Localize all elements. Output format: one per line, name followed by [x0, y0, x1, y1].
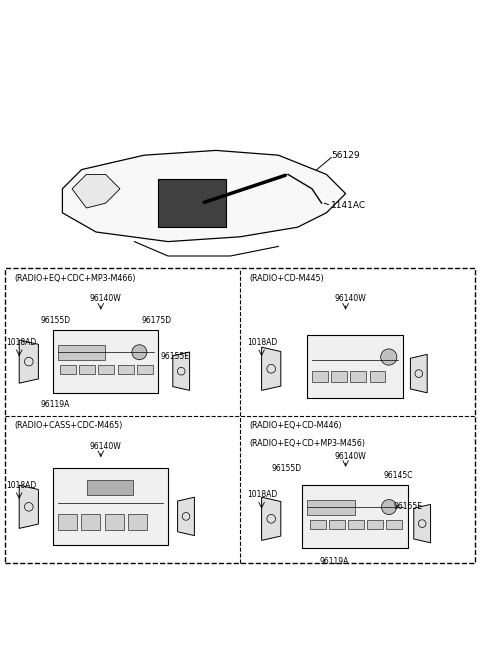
Circle shape	[381, 349, 397, 365]
Bar	[312, 371, 328, 382]
Text: 96140W: 96140W	[90, 295, 121, 303]
Bar	[310, 520, 325, 529]
FancyBboxPatch shape	[158, 179, 226, 227]
Polygon shape	[262, 497, 281, 541]
Polygon shape	[19, 340, 38, 383]
Bar	[329, 520, 345, 529]
Polygon shape	[414, 504, 431, 543]
Text: 1018AD: 1018AD	[247, 338, 277, 347]
Text: 96119A: 96119A	[41, 400, 70, 409]
Text: 96145C: 96145C	[384, 471, 413, 480]
Bar	[58, 345, 105, 360]
Bar	[370, 371, 385, 382]
Text: (RADIO+CD-M445): (RADIO+CD-M445)	[250, 274, 324, 283]
FancyBboxPatch shape	[53, 468, 168, 545]
Text: 96155E: 96155E	[161, 352, 190, 361]
Text: 96175D: 96175D	[142, 316, 172, 325]
Bar	[348, 520, 364, 529]
Polygon shape	[62, 150, 346, 241]
Text: (RADIO+EQ+CDC+MP3-M466): (RADIO+EQ+CDC+MP3-M466)	[14, 274, 136, 283]
FancyBboxPatch shape	[307, 335, 403, 398]
Text: (RADIO+EQ+CD+MP3-M456): (RADIO+EQ+CD+MP3-M456)	[250, 439, 366, 448]
Text: 96155D: 96155D	[271, 464, 301, 473]
Text: 56129: 56129	[331, 151, 360, 159]
Text: (RADIO+EQ+CD-M446): (RADIO+EQ+CD-M446)	[250, 421, 342, 430]
Circle shape	[382, 500, 396, 514]
Text: 96140W: 96140W	[335, 295, 366, 303]
Bar	[128, 514, 147, 530]
Bar	[87, 480, 133, 495]
Bar	[307, 500, 355, 515]
Bar	[386, 520, 402, 529]
Circle shape	[132, 345, 147, 359]
Text: 96140W: 96140W	[90, 442, 121, 451]
Text: 96119A: 96119A	[319, 558, 348, 567]
Text: 1141AC: 1141AC	[331, 201, 366, 210]
Text: 1018AD: 1018AD	[6, 338, 36, 347]
Bar	[60, 365, 76, 374]
Text: 96140W: 96140W	[335, 451, 366, 461]
Text: 96155E: 96155E	[394, 502, 422, 511]
Bar	[367, 520, 383, 529]
Bar	[331, 371, 347, 382]
Polygon shape	[410, 354, 427, 393]
Bar	[105, 514, 124, 530]
Bar	[350, 371, 366, 382]
FancyBboxPatch shape	[302, 485, 408, 548]
Text: 1018AD: 1018AD	[247, 490, 277, 499]
Polygon shape	[173, 352, 190, 390]
Polygon shape	[262, 347, 281, 390]
Bar	[58, 514, 77, 530]
Text: 1018AD: 1018AD	[6, 481, 36, 489]
Bar	[118, 365, 133, 374]
Bar	[81, 514, 100, 530]
Polygon shape	[72, 174, 120, 208]
Bar	[137, 365, 153, 374]
FancyBboxPatch shape	[53, 331, 158, 393]
Bar	[98, 365, 114, 374]
Bar	[79, 365, 95, 374]
Polygon shape	[178, 497, 194, 535]
Text: (RADIO+CASS+CDC-M465): (RADIO+CASS+CDC-M465)	[14, 421, 123, 430]
Text: 96155D: 96155D	[41, 316, 71, 325]
Polygon shape	[19, 485, 38, 528]
